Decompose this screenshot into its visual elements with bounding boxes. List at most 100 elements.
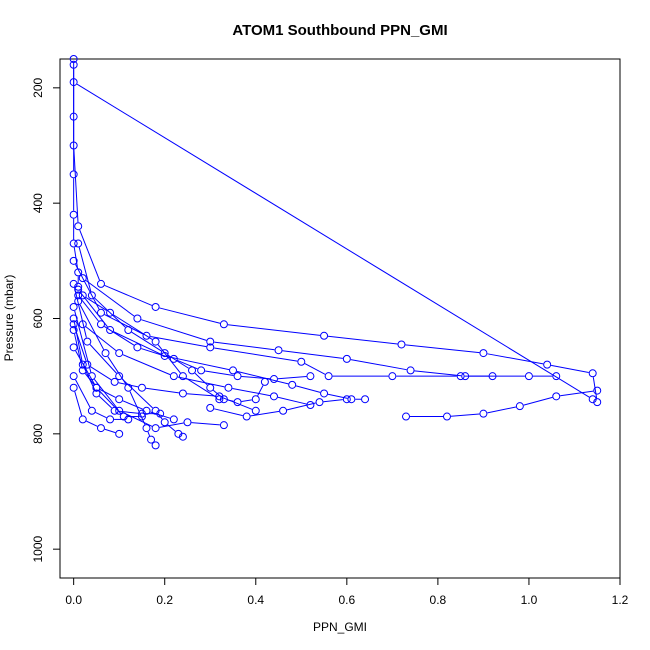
series-segment: [98, 390, 122, 414]
series-segment: [74, 310, 92, 373]
data-point: [115, 429, 124, 438]
data-point: [83, 337, 92, 346]
data-point: [124, 383, 133, 392]
series-segment: [350, 359, 407, 371]
series-segment: [113, 331, 162, 355]
data-point: [479, 409, 488, 418]
series-segment: [159, 422, 184, 428]
series-segment: [122, 400, 144, 410]
data-point: [160, 418, 169, 427]
data-point: [251, 406, 260, 415]
series-segment: [327, 393, 348, 399]
series-segment: [150, 411, 171, 419]
data-point: [137, 409, 146, 418]
data-point: [402, 412, 411, 421]
data-point: [83, 360, 92, 369]
data-point: [197, 366, 206, 375]
series-segment: [150, 336, 207, 348]
data-point: [206, 343, 215, 352]
series-7: [74, 297, 160, 450]
series-segment: [282, 350, 343, 359]
series-segment: [191, 422, 220, 426]
data-point: [269, 375, 278, 384]
series-segment: [78, 247, 92, 292]
y-tick-label: 600: [31, 308, 45, 328]
series-5: [69, 256, 561, 381]
series-segment: [523, 396, 553, 406]
series-segment: [79, 304, 105, 350]
data-point: [488, 372, 497, 381]
data-point: [297, 357, 306, 366]
series-16: [402, 386, 602, 421]
data-point: [78, 360, 87, 369]
data-point: [147, 435, 156, 444]
data-point: [183, 418, 192, 427]
series-segment: [241, 375, 271, 380]
data-point: [552, 372, 561, 381]
data-point: [178, 432, 187, 441]
data-point: [515, 402, 524, 411]
y-tick-label: 800: [31, 424, 45, 444]
data-point: [260, 377, 269, 386]
series-segment: [205, 370, 234, 377]
series-segment: [186, 377, 217, 398]
data-point: [96, 279, 105, 288]
data-point: [74, 239, 83, 248]
data-point: [174, 429, 183, 438]
data-point: [342, 395, 351, 404]
data-point: [251, 395, 260, 404]
series-segment: [104, 284, 153, 306]
series-18: [74, 291, 315, 384]
x-tick-label: 1.0: [521, 593, 538, 607]
series-segment: [257, 385, 264, 396]
series-segment: [250, 410, 280, 417]
series-segment: [327, 335, 398, 345]
series-10: [74, 285, 370, 404]
series-segment: [214, 408, 243, 417]
series-segment: [74, 287, 87, 338]
data-point: [74, 291, 83, 300]
data-point: [206, 337, 215, 346]
y-tick-label: 400: [31, 193, 45, 213]
data-point: [306, 401, 315, 409]
data-point: [206, 383, 215, 392]
x-tick-label: 0.6: [338, 593, 355, 607]
x-tick-label: 0.2: [156, 593, 173, 607]
series-segment: [277, 396, 307, 405]
series-segment: [141, 319, 207, 341]
data-point: [593, 386, 602, 395]
series-segment: [80, 298, 99, 322]
data-point: [306, 372, 315, 381]
series-segment: [93, 378, 118, 408]
data-point: [74, 282, 83, 291]
data-point: [137, 383, 146, 392]
data-point: [69, 170, 78, 179]
data-point: [178, 372, 187, 381]
data-point: [69, 256, 78, 265]
data-point: [206, 403, 215, 412]
series-segment: [122, 412, 153, 427]
data-point: [588, 395, 597, 404]
data-point: [115, 349, 124, 358]
series-9: [69, 302, 228, 433]
series-segment: [89, 344, 117, 374]
data-point: [106, 308, 115, 317]
data-point: [242, 412, 251, 421]
series-segment: [157, 344, 181, 374]
data-point: [96, 308, 105, 317]
series-segment: [104, 428, 116, 434]
series-segment: [487, 353, 544, 365]
series-segment: [550, 364, 589, 374]
data-point: [87, 406, 96, 415]
data-point: [74, 297, 83, 306]
data-point: [137, 412, 146, 421]
series-15: [206, 395, 351, 421]
data-point: [101, 349, 110, 358]
data-point: [169, 372, 178, 381]
series-14: [69, 383, 124, 438]
data-point: [142, 331, 151, 340]
data-point: [106, 415, 115, 424]
data-point: [133, 314, 142, 323]
data-point: [461, 372, 470, 381]
